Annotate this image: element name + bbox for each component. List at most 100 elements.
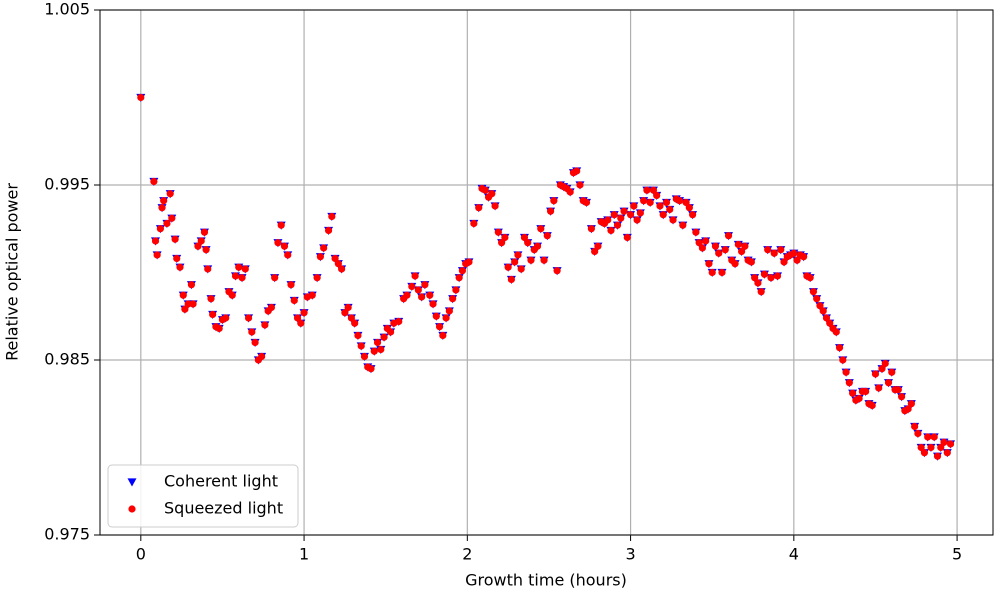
point	[200, 228, 209, 236]
point	[546, 207, 555, 215]
point	[475, 204, 483, 212]
point	[435, 323, 444, 331]
point	[826, 319, 834, 327]
point	[702, 237, 710, 245]
point	[646, 198, 654, 207]
point	[481, 186, 489, 194]
point	[181, 305, 189, 313]
point	[540, 256, 548, 264]
point	[290, 296, 298, 305]
point	[274, 239, 282, 247]
point	[176, 263, 184, 271]
legend-label: Coherent light	[164, 472, 278, 491]
legend-marker	[127, 478, 137, 487]
point	[284, 251, 292, 259]
point	[894, 386, 902, 394]
point	[341, 309, 349, 317]
point	[679, 221, 687, 229]
point	[507, 275, 516, 284]
point	[566, 188, 574, 196]
point	[300, 309, 308, 317]
legend-label: Squeezed light	[164, 499, 283, 518]
point	[194, 242, 202, 250]
point	[806, 274, 814, 282]
point	[800, 253, 808, 261]
point	[338, 265, 346, 273]
point	[550, 197, 558, 205]
x-tick-label: 2	[462, 545, 472, 564]
point	[207, 295, 215, 303]
point	[504, 263, 512, 271]
point	[197, 237, 205, 245]
point	[914, 429, 922, 438]
point	[241, 265, 249, 273]
point	[816, 302, 824, 310]
point	[832, 328, 840, 336]
point	[277, 221, 285, 229]
plot-frame	[99, 9, 994, 536]
point	[715, 249, 723, 257]
point	[537, 225, 545, 233]
point	[470, 219, 478, 228]
point	[465, 258, 473, 266]
point	[666, 205, 674, 214]
point	[488, 190, 496, 198]
point	[455, 274, 463, 282]
point	[617, 214, 625, 222]
y-tick-label: 0.975	[44, 525, 90, 544]
point	[222, 314, 230, 322]
point	[607, 226, 615, 235]
point	[271, 274, 279, 282]
point	[576, 181, 584, 189]
point	[623, 233, 631, 242]
point	[377, 345, 385, 354]
point	[189, 300, 197, 308]
point	[553, 267, 561, 275]
point	[238, 274, 246, 282]
point	[685, 204, 693, 212]
point	[737, 247, 746, 256]
point	[520, 233, 529, 242]
point	[656, 202, 664, 210]
point	[780, 258, 788, 266]
point	[287, 281, 295, 289]
point	[620, 207, 628, 215]
point	[367, 365, 375, 373]
y-tick-label: 0.985	[44, 350, 90, 369]
point	[943, 449, 951, 457]
point	[659, 211, 667, 219]
point	[202, 246, 210, 254]
point	[790, 249, 798, 257]
point	[458, 267, 467, 275]
point	[907, 400, 915, 408]
point	[153, 251, 161, 259]
point	[328, 212, 336, 221]
point	[760, 270, 769, 278]
point	[501, 233, 509, 242]
point	[721, 246, 729, 254]
point	[395, 317, 403, 326]
point	[280, 242, 289, 250]
point	[258, 352, 266, 361]
y-tick-label: 0.995	[44, 175, 90, 194]
point	[610, 211, 618, 219]
point	[527, 256, 535, 264]
point	[884, 379, 893, 387]
point	[731, 260, 739, 268]
point	[754, 279, 762, 287]
point	[878, 365, 886, 373]
point	[297, 319, 305, 327]
point	[320, 244, 328, 252]
x-tick-label: 1	[299, 545, 309, 564]
point	[708, 268, 716, 277]
point	[514, 251, 522, 259]
point	[166, 190, 174, 198]
point	[813, 295, 821, 303]
x-tick-label: 0	[136, 545, 146, 564]
point	[734, 240, 742, 249]
point	[248, 328, 256, 336]
point	[156, 225, 165, 233]
point	[449, 295, 457, 303]
point	[764, 246, 772, 254]
point	[613, 221, 622, 229]
